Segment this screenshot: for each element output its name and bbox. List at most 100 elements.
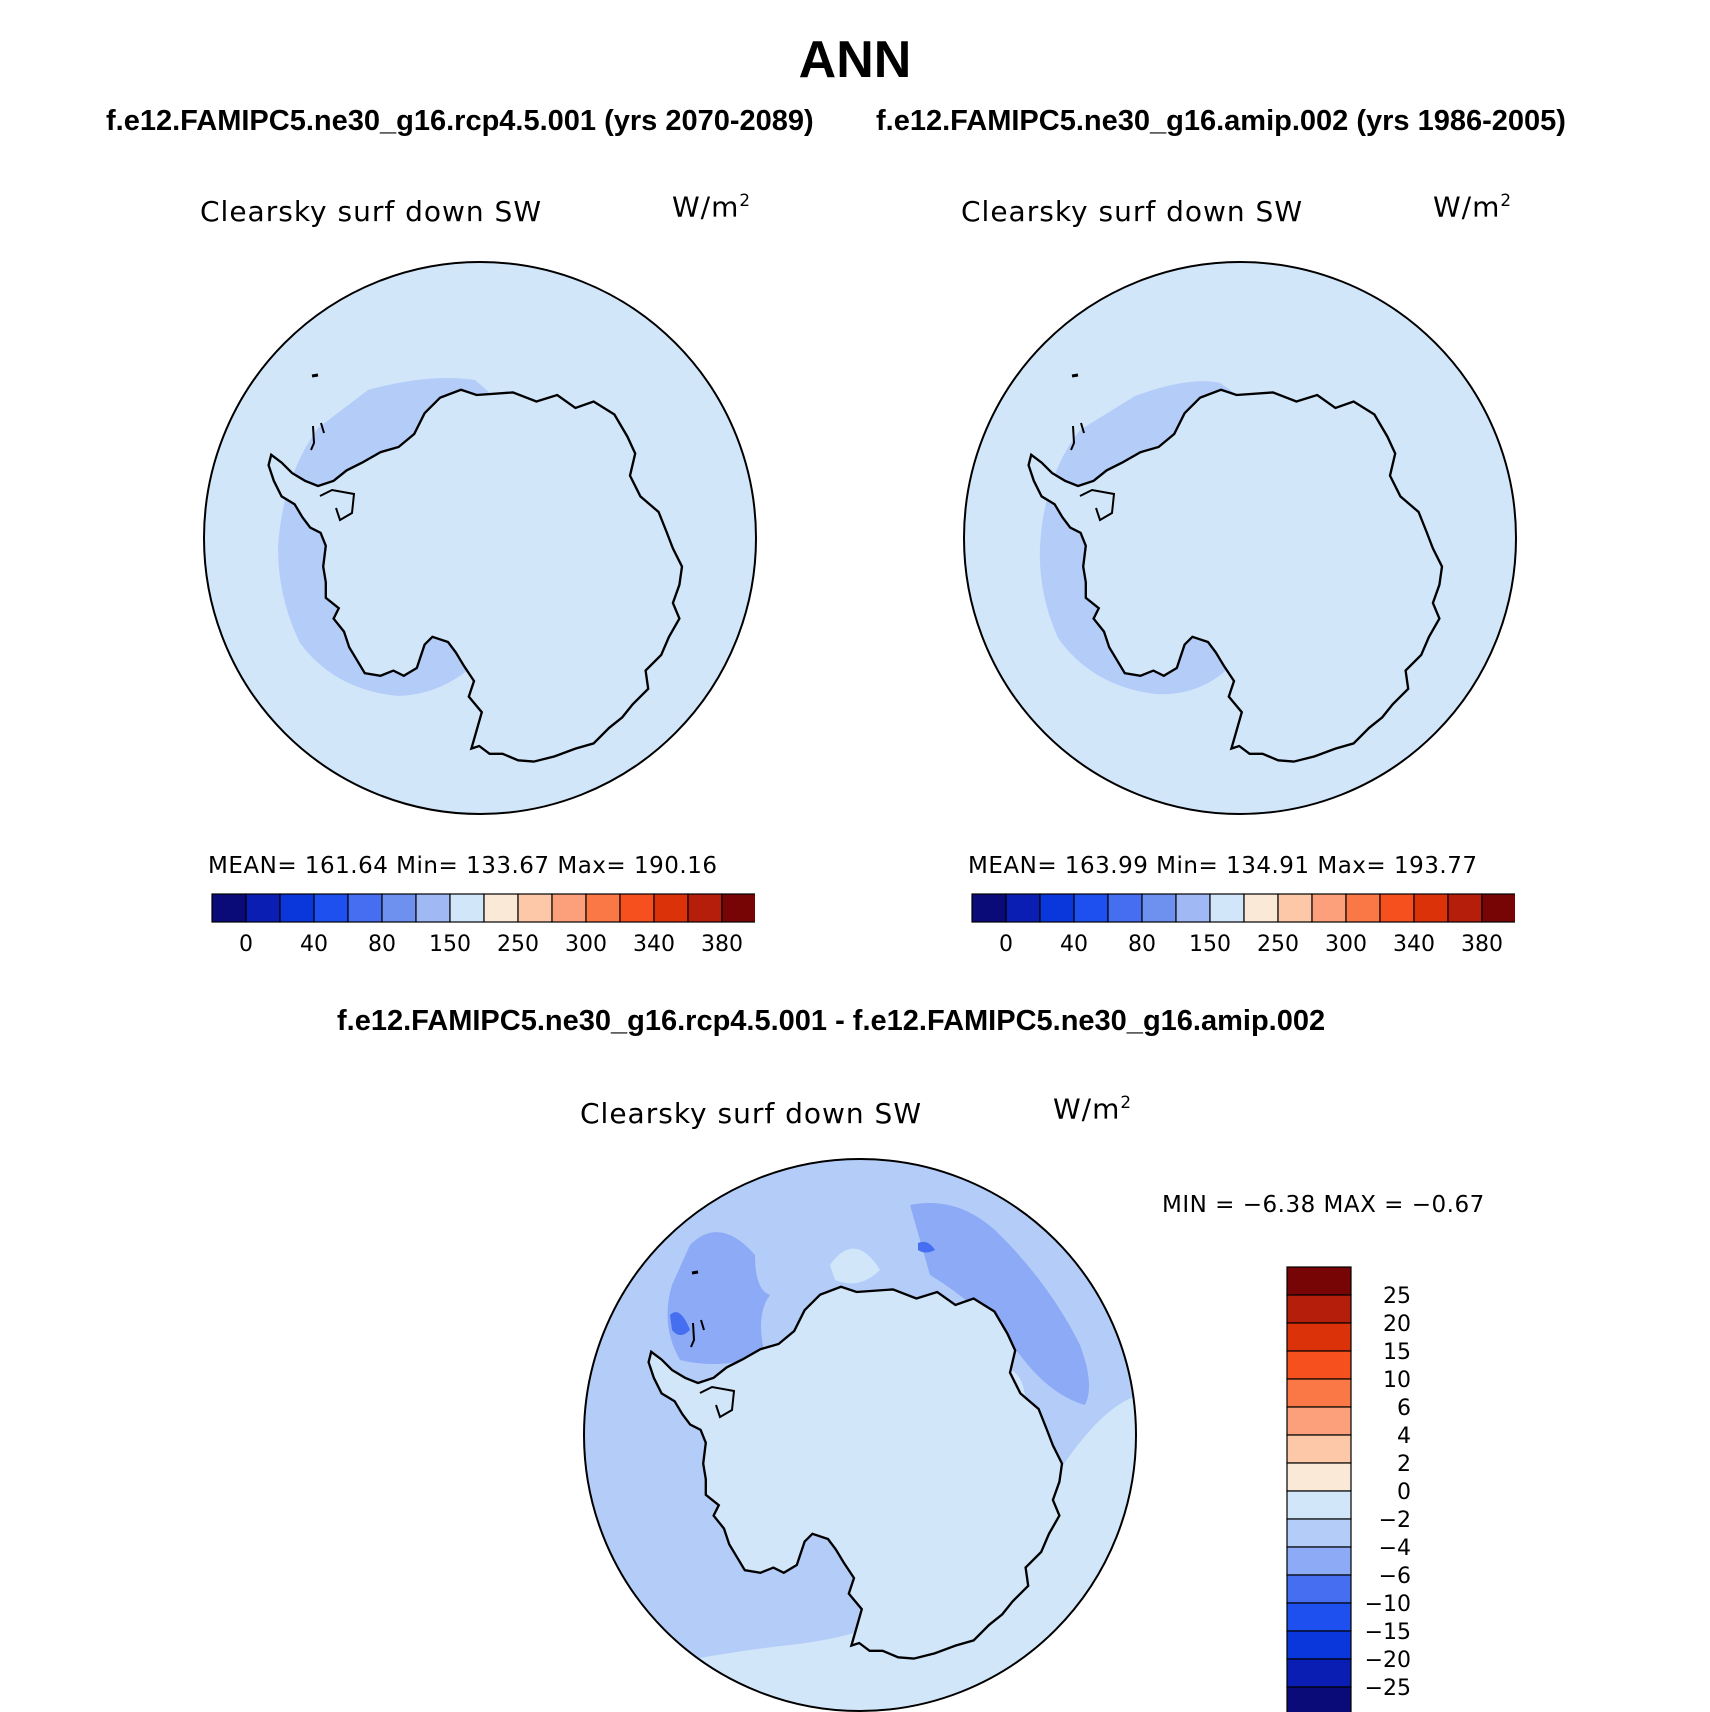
diff-islands bbox=[690, 1319, 705, 1348]
diff-colorbar-box bbox=[1286, 1434, 1352, 1464]
panel2-colorbar-tick-label: 40 bbox=[1060, 932, 1088, 957]
panel2-colorbar-box bbox=[1277, 893, 1313, 923]
panel2-units: W/m2 bbox=[1433, 190, 1513, 224]
panel1-colorbar-box bbox=[245, 893, 281, 923]
panel2-polar-map bbox=[963, 261, 1517, 815]
diff-colorbar-tick-label: −15 bbox=[1365, 1620, 1411, 1645]
diff-colorbar-tick-label: 0 bbox=[1397, 1480, 1411, 1505]
diff-island-small bbox=[691, 1270, 699, 1275]
panel2-colorbar-tick-label: 80 bbox=[1128, 932, 1156, 957]
diff-colorbar-box bbox=[1286, 1490, 1352, 1520]
panel1-stats: MEAN= 161.64 Min= 133.67 Max= 190.16 bbox=[208, 853, 718, 879]
panel1-colorbar-box bbox=[415, 893, 451, 923]
panel2-colorbar-box bbox=[1175, 893, 1211, 923]
panel2-colorbar-box bbox=[1141, 893, 1177, 923]
panel2-colorbar-tick-label: 150 bbox=[1189, 932, 1231, 957]
diff-colorbar-box bbox=[1286, 1294, 1352, 1324]
panel2-colorbar-box bbox=[1379, 893, 1415, 923]
panel3-variable: Clearsky surf down SW bbox=[580, 1097, 923, 1130]
diff-colorbar-tick-label: 10 bbox=[1383, 1368, 1411, 1393]
panel1-colorbar-box bbox=[517, 893, 553, 923]
panel1-colorbar-tick-label: 380 bbox=[701, 932, 743, 957]
panel1-colorbar-box bbox=[585, 893, 621, 923]
diff-colorbar-box bbox=[1286, 1574, 1352, 1604]
diff-colorbar-tick-label: −10 bbox=[1365, 1592, 1411, 1617]
panel2-colorbar-box bbox=[1481, 893, 1515, 923]
panel1-colorbar-box bbox=[619, 893, 655, 923]
diff-colorbar-tick-label: 2 bbox=[1397, 1452, 1411, 1477]
diff-dark-spot-north bbox=[918, 1241, 935, 1253]
panel1-colorbar-box bbox=[347, 893, 383, 923]
panel2-ice-shelf-outline bbox=[1079, 488, 1116, 522]
panel2-colorbar-box bbox=[1243, 893, 1279, 923]
page-title: ANN bbox=[798, 31, 912, 89]
panel2-colorbar-tick-label: 380 bbox=[1461, 932, 1503, 957]
panel1-map-border bbox=[203, 261, 757, 815]
panel1-colorbar-tick-label: 0 bbox=[239, 932, 253, 957]
panel1-colorbar-box bbox=[687, 893, 723, 923]
panel3-min-max: MIN = −6.38 MAX = −0.67 bbox=[1162, 1192, 1485, 1218]
panel2-colorbar-box bbox=[1413, 893, 1449, 923]
panel2-colorbar-box bbox=[1005, 893, 1041, 923]
panel1-colorbar: 0 40 80 150 250 300 340 380 bbox=[211, 893, 755, 957]
subtitle-right: f.e12.FAMIPC5.ne30_g16.amip.002 (yrs 198… bbox=[876, 105, 1566, 137]
diff-colorbar-tick-label: 20 bbox=[1383, 1312, 1411, 1337]
diff-colorbar-tick-label: 25 bbox=[1383, 1284, 1411, 1309]
diff-colorbar-box bbox=[1286, 1406, 1352, 1436]
panel1-colorbar-box bbox=[653, 893, 689, 923]
diff-colorbar-tick-label: −25 bbox=[1365, 1676, 1411, 1701]
diff-colorbar-box bbox=[1286, 1350, 1352, 1380]
panel1-polar-map bbox=[203, 261, 757, 815]
panel2-map-border bbox=[963, 261, 1517, 815]
diff-patch-east bbox=[910, 1203, 1089, 1405]
panel1-colorbar-box bbox=[721, 893, 755, 923]
panel2-colorbar-box bbox=[971, 893, 1007, 923]
difference-title: f.e12.FAMIPC5.ne30_g16.rcp4.5.001 - f.e1… bbox=[337, 1005, 1326, 1037]
diff-colorbar-box bbox=[1286, 1630, 1352, 1660]
subtitle-left: f.e12.FAMIPC5.ne30_g16.rcp4.5.001 (yrs 2… bbox=[106, 105, 814, 137]
panel2-variable: Clearsky surf down SW bbox=[961, 195, 1304, 228]
panel1-colorbar-box bbox=[449, 893, 485, 923]
panel2-colorbar-box bbox=[1345, 893, 1381, 923]
panel1-colorbar-box bbox=[551, 893, 587, 923]
panel2-colorbar-box bbox=[1039, 893, 1075, 923]
panel1-colorbar-box bbox=[483, 893, 519, 923]
panel1-colorbar-tick-label: 250 bbox=[497, 932, 539, 957]
panel2-colorbar-box bbox=[1107, 893, 1143, 923]
panel1-ice-shelf-outline bbox=[319, 488, 356, 522]
diff-colorbar-tick-label: −4 bbox=[1379, 1536, 1411, 1561]
diff-colorbar-box bbox=[1286, 1462, 1352, 1492]
diff-colorbar-tick-label: 6 bbox=[1397, 1396, 1411, 1421]
diff-dark-spot-west bbox=[670, 1312, 690, 1335]
panel2-colorbar-tick-label: 340 bbox=[1393, 932, 1435, 957]
panel1-colorbar-tick-label: 340 bbox=[633, 932, 675, 957]
diff-colorbar-box bbox=[1286, 1378, 1352, 1408]
diff-colorbar-tick-label: −2 bbox=[1379, 1508, 1411, 1533]
diff-colorbar-box bbox=[1286, 1658, 1352, 1688]
panel2-colorbar-box bbox=[1447, 893, 1483, 923]
diff-colorbar-box bbox=[1286, 1322, 1352, 1352]
panel2-colorbar-tick-label: 300 bbox=[1325, 932, 1367, 957]
panel3-units: W/m2 bbox=[1053, 1092, 1133, 1126]
panel1-colorbar-box bbox=[381, 893, 417, 923]
panel1-colorbar-tick-label: 300 bbox=[565, 932, 607, 957]
panel2-colorbar-box bbox=[1209, 893, 1245, 923]
diff-colorbar-box bbox=[1286, 1266, 1352, 1296]
panel2-colorbar-tick-label: 0 bbox=[999, 932, 1013, 957]
panel2-colorbar-box bbox=[1073, 893, 1109, 923]
difference-polar-map bbox=[583, 1158, 1137, 1712]
diff-colorbar-box bbox=[1286, 1686, 1352, 1712]
panel2-island-small bbox=[1071, 373, 1079, 378]
panel2-colorbar-tick-label: 250 bbox=[1257, 932, 1299, 957]
panel1-island-small bbox=[311, 373, 319, 378]
diff-colorbar-tick-label: 4 bbox=[1397, 1424, 1411, 1449]
diff-ice-shelf-outline bbox=[699, 1385, 736, 1419]
diff-colorbar-tick-label: −20 bbox=[1365, 1648, 1411, 1673]
diff-colorbar-box bbox=[1286, 1518, 1352, 1548]
diff-map-border bbox=[583, 1158, 1137, 1712]
diff-light-patch-north bbox=[830, 1248, 880, 1284]
panel1-colorbar-box bbox=[211, 893, 247, 923]
diff-colorbar-box bbox=[1286, 1602, 1352, 1632]
diff-colorbar-box bbox=[1286, 1546, 1352, 1576]
